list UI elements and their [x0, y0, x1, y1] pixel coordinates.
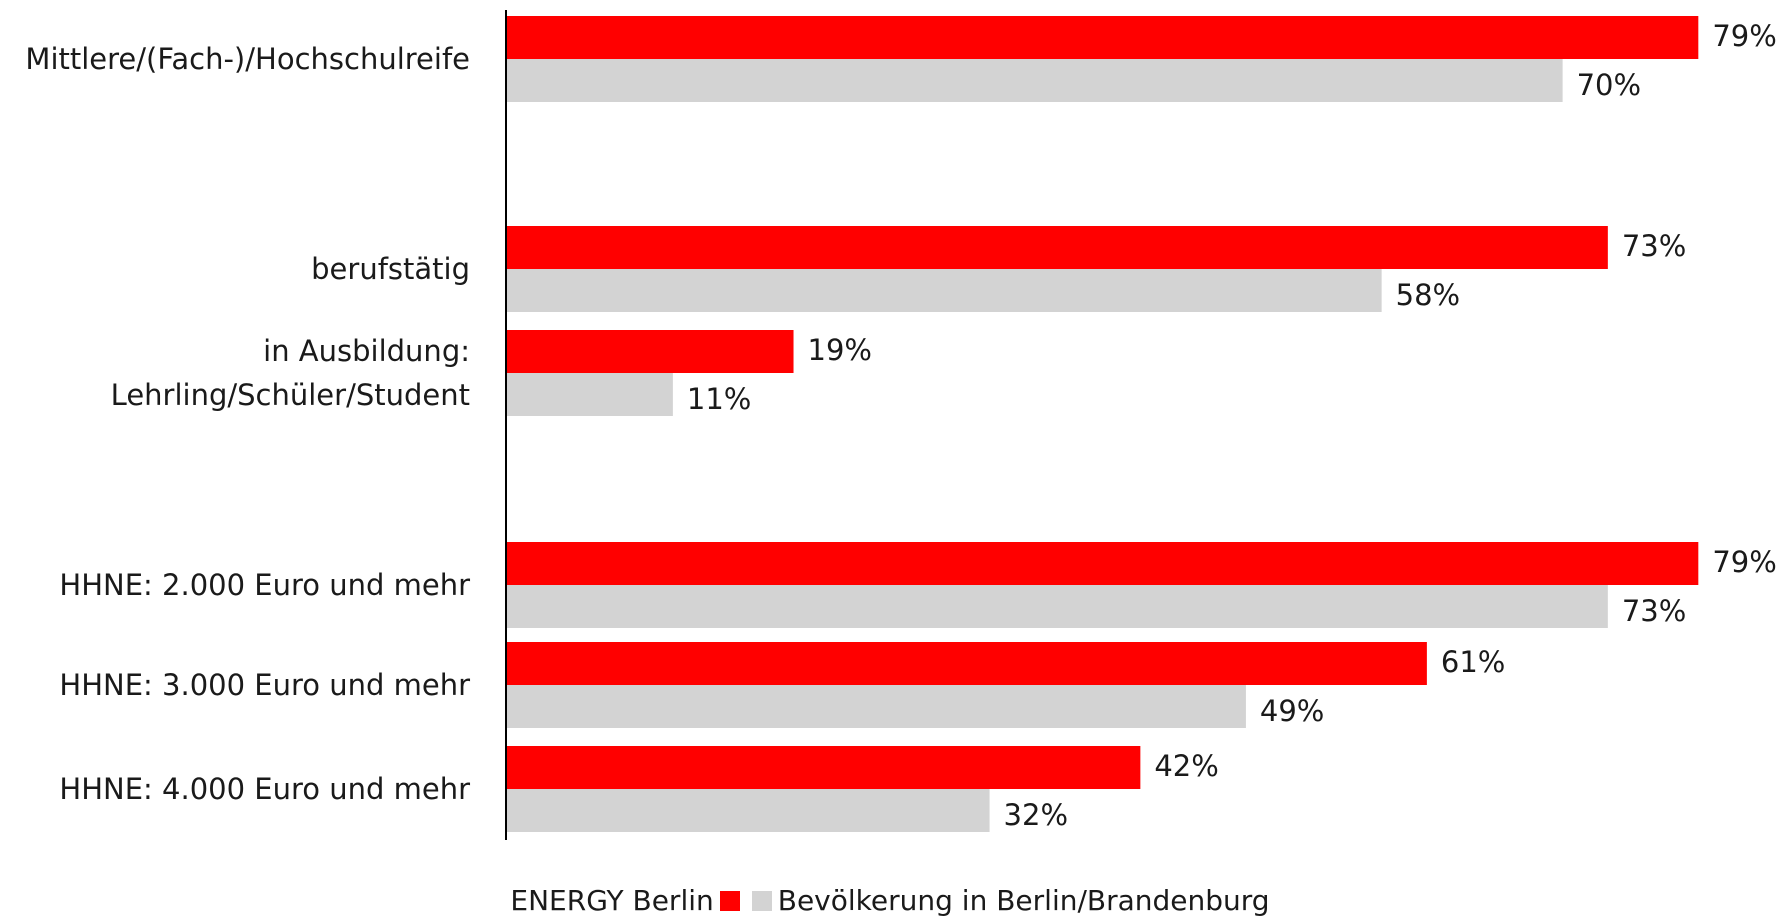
category-label-6-line-1: HHNE: 4.000 Euro und mehr [59, 772, 470, 806]
bar-series-1-cat-4 [507, 542, 1699, 585]
value-label-series-1-cat-1: 79% [1712, 19, 1777, 53]
value-label-series-2-cat-5: 49% [1259, 694, 1325, 728]
bar-series-2-cat-4 [507, 585, 1608, 628]
bar-series-2-cat-6 [507, 789, 990, 832]
category-label-3-line-2: Lehrling/Schüler/Student [110, 378, 470, 412]
value-label-series-2-cat-2: 58% [1395, 278, 1461, 312]
value-label-series-1-cat-5: 61% [1440, 645, 1506, 679]
bar-series-2-cat-1 [507, 59, 1563, 102]
category-label-2: berufstätig [311, 247, 470, 291]
category-label-5: HHNE: 3.000 Euro und mehr [59, 663, 470, 707]
legend-swatch-series-2 [751, 891, 772, 911]
bar-series-1-cat-1 [507, 16, 1699, 59]
bar-series-2-cat-2 [507, 269, 1382, 312]
value-label-series-2-cat-3: 11% [686, 382, 752, 416]
legend-label-series-2: Bevölkerung in Berlin/Brandenburg [777, 884, 1270, 917]
category-label-1: Mittlere/(Fach-)/Hochschulreife [25, 37, 470, 81]
category-label-3-line-1: in Ausbildung: [263, 334, 470, 368]
value-label-series-2-cat-1: 70% [1576, 68, 1642, 102]
value-label-series-1-cat-2: 73% [1621, 229, 1687, 263]
category-label-5-line-1: HHNE: 3.000 Euro und mehr [59, 668, 470, 702]
category-label-4-line-1: HHNE: 2.000 Euro und mehr [59, 568, 470, 602]
legend: ENERGY Berlin Bevölkerung in Berlin/Brand… [0, 884, 1780, 917]
value-label-series-2-cat-4: 73% [1621, 594, 1687, 628]
value-label-series-1-cat-3: 19% [807, 333, 872, 367]
category-label-6: HHNE: 4.000 Euro und mehr [59, 767, 470, 811]
category-label-4: HHNE: 2.000 Euro und mehr [59, 563, 470, 607]
value-label-series-2-cat-6: 32% [1003, 798, 1069, 832]
category-label-2-line-1: berufstätig [311, 252, 470, 286]
category-label-3: in Ausbildung: Lehrling/Schüler/Student [111, 329, 470, 417]
legend-label-series-1: ENERGY Berlin [510, 884, 714, 917]
legend-swatch-series-1 [719, 891, 740, 911]
bar-series-1-cat-3 [507, 330, 794, 373]
bar-series-2-cat-3 [507, 373, 673, 416]
bar-series-1-cat-6 [507, 746, 1141, 789]
value-label-series-1-cat-6: 42% [1154, 749, 1219, 783]
bar-series-1-cat-2 [507, 226, 1608, 269]
category-label-1-line-1: Mittlere/(Fach-)/Hochschulreife [25, 42, 470, 76]
value-label-series-1-cat-4: 79% [1712, 545, 1777, 579]
bar-series-1-cat-5 [507, 642, 1427, 685]
bar-series-2-cat-5 [507, 685, 1246, 728]
